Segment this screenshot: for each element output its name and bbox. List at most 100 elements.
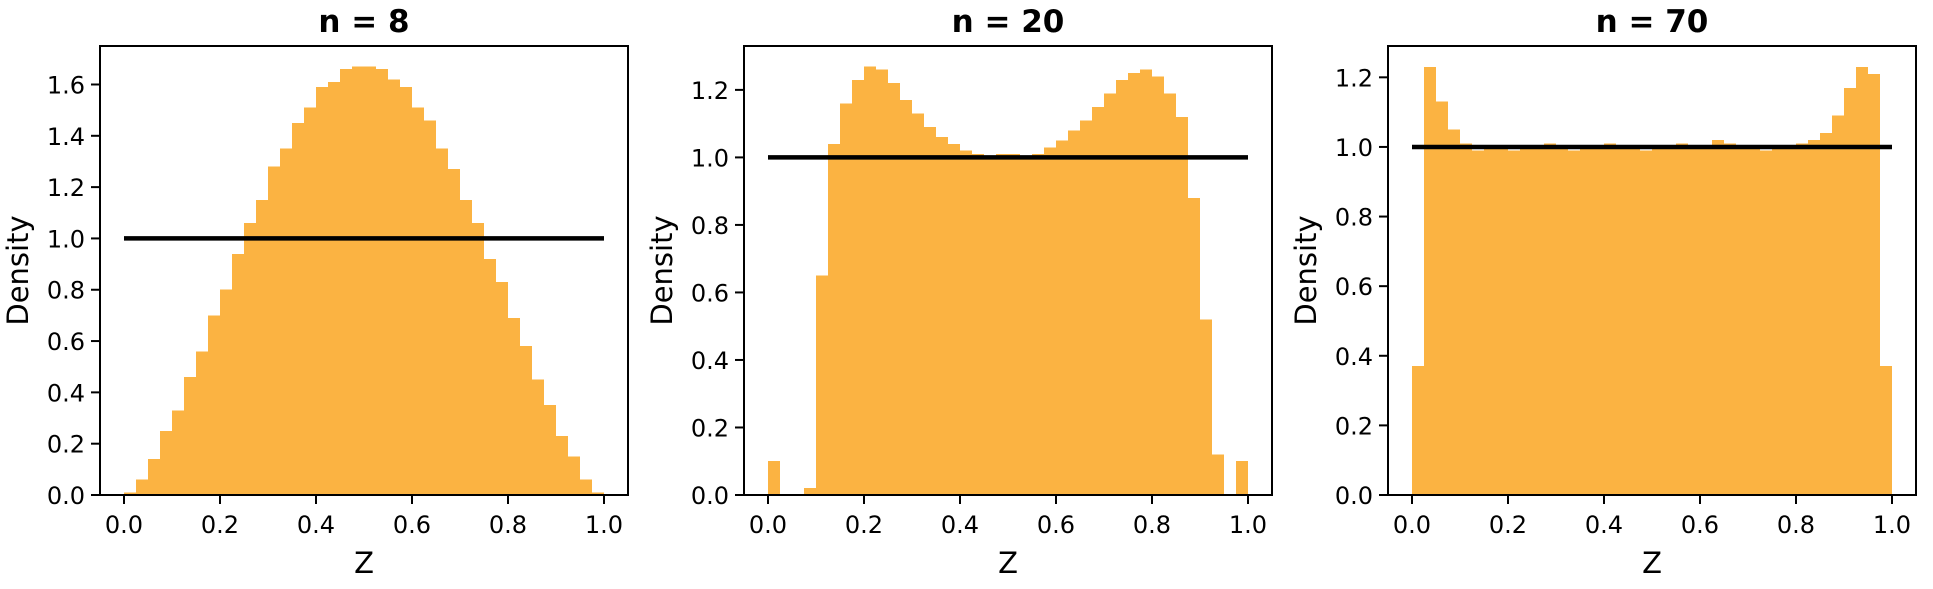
histogram-bar — [864, 66, 876, 495]
y-tick-label: 1.2 — [691, 77, 729, 105]
histogram-bar — [388, 79, 400, 496]
histogram-bar — [340, 69, 352, 495]
histogram-svg: 0.0 0.2 0.4 0.6 0.8 1.0 0.0 0.2 0.4 0.6 0.8 1.0 1.2 1… — [1, 4, 629, 580]
x-tick-label: 0.4 — [941, 511, 979, 539]
histogram-bar — [268, 166, 280, 496]
histogram-bar — [984, 157, 996, 496]
histogram-bar — [816, 275, 828, 495]
histogram-bar — [220, 289, 232, 495]
histogram-bar — [1808, 139, 1820, 495]
histogram-bar — [996, 154, 1008, 495]
x-axis-label: Z — [1642, 546, 1662, 580]
histogram-bar — [508, 317, 520, 495]
axes-frame — [1387, 45, 1917, 496]
histogram-bar — [1628, 146, 1640, 495]
histogram-bar — [196, 351, 208, 495]
x-tick-label: 0.2 — [1489, 511, 1527, 539]
histogram-bar — [936, 137, 948, 495]
y-tick-label: 0.4 — [1335, 343, 1373, 371]
y-tick-label: 0.2 — [691, 414, 729, 442]
histogram-bar — [1080, 120, 1092, 495]
histogram-bar — [136, 479, 148, 495]
x-tick-label: 0.6 — [393, 511, 431, 539]
histogram-bar — [1820, 133, 1832, 495]
y-tick-label: 1.0 — [691, 144, 729, 172]
histogram-bar — [1616, 146, 1628, 495]
histogram-bar — [876, 69, 888, 495]
histogram-bar — [1652, 146, 1664, 495]
y-tick-label: 0.8 — [47, 277, 85, 305]
chart-title: n = 70 — [1596, 4, 1709, 40]
histogram-bar — [1032, 154, 1044, 495]
y-tick-label: 1.2 — [47, 174, 85, 202]
histogram-bar — [1188, 197, 1200, 495]
x-tick-label: 0.4 — [1585, 511, 1623, 539]
y-tick-label: 1.0 — [1335, 134, 1373, 162]
histogram-bar — [448, 169, 460, 495]
histogram-bar — [1760, 150, 1772, 495]
histogram-bar — [1688, 146, 1700, 495]
histogram-bar — [1236, 461, 1248, 495]
histogram-bar — [1712, 139, 1724, 495]
histogram-bar — [1580, 146, 1592, 495]
y-tick-label: 0.6 — [47, 328, 85, 356]
histogram-bar — [1736, 146, 1748, 495]
histogram-bar — [804, 488, 816, 495]
chart-title: n = 8 — [318, 4, 409, 40]
histogram-bar — [352, 66, 364, 496]
histogram-bar — [828, 143, 840, 495]
histogram-bar — [1568, 150, 1580, 495]
histogram-bar — [1556, 146, 1568, 495]
histogram-bar — [592, 492, 604, 495]
histogram-bar — [1748, 146, 1760, 495]
histogram-bar — [460, 199, 472, 495]
histogram-bar — [1448, 129, 1460, 495]
histogram-bar — [1676, 143, 1688, 495]
histogram-bar — [376, 69, 388, 495]
histogram-bar — [232, 253, 244, 495]
histogram-bar — [172, 410, 184, 495]
histogram-bar — [1508, 150, 1520, 495]
histogram-bar — [1784, 146, 1796, 495]
histogram-bar — [1532, 146, 1544, 495]
histogram-bar — [1592, 146, 1604, 495]
histogram-bar — [1424, 66, 1436, 495]
y-tick-label: 1.2 — [1335, 64, 1373, 92]
histogram-bar — [1068, 130, 1080, 495]
histogram-bar — [888, 83, 900, 495]
histogram-bar — [424, 120, 436, 496]
y-tick-label: 0.8 — [1335, 204, 1373, 232]
y-tick-label: 1.0 — [47, 225, 85, 253]
y-tick-label: 0.2 — [1335, 412, 1373, 440]
histogram-bar — [1604, 143, 1616, 495]
histogram-bar — [1472, 150, 1484, 495]
axes-frame — [99, 45, 629, 496]
x-tick-label: 0.2 — [845, 511, 883, 539]
histogram-bar — [1044, 147, 1056, 495]
histogram-bar — [436, 148, 448, 495]
histogram-bar — [364, 66, 376, 496]
histogram-bar — [244, 223, 256, 495]
x-tick-label: 0.8 — [1133, 511, 1171, 539]
histogram-bar — [912, 113, 924, 495]
histogram-bar — [556, 435, 568, 495]
histogram-panel-n70: 0.0 0.2 0.4 0.6 0.8 1.0 0.0 0.2 0.4 0.6 0.8 1.0 1.2 n… — [1288, 0, 1932, 585]
histogram-bar — [1212, 454, 1224, 495]
histogram-bar — [316, 87, 328, 496]
histogram-bar — [280, 148, 292, 495]
histogram-bar — [1772, 146, 1784, 495]
histogram-bar — [1664, 146, 1676, 495]
y-tick-label: 1.6 — [47, 71, 85, 99]
y-axis-label: Density — [1, 215, 35, 325]
histogram-bar — [184, 376, 196, 495]
y-axis-label: Density — [645, 215, 679, 325]
histogram-bar — [1460, 143, 1472, 495]
histogram-bars — [768, 66, 1248, 496]
histogram-bar — [840, 103, 852, 495]
histogram-bar — [1020, 157, 1032, 496]
y-tick-label: 0.0 — [1335, 482, 1373, 510]
histogram-bars — [124, 66, 604, 496]
histogram-bar — [304, 107, 316, 495]
histogram-bar — [1164, 93, 1176, 496]
x-tick-label: 0.0 — [749, 511, 787, 539]
